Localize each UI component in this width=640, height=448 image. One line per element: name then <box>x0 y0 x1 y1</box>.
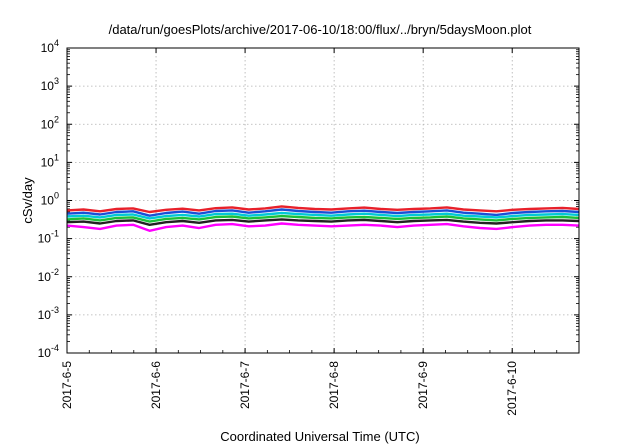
plot-frame <box>66 47 580 354</box>
y-tick-label: 100 <box>41 191 59 208</box>
x-tick-label: 2017-6-7 <box>238 361 252 409</box>
y-tick-label: 102 <box>41 114 59 131</box>
x-tick-label: 2017-6-5 <box>60 361 74 409</box>
y-tick-label: 10-3 <box>38 305 59 322</box>
y-tick-label: 10-1 <box>38 229 59 246</box>
y-tick-label: 101 <box>41 152 59 169</box>
series-line-2 <box>66 208 580 217</box>
series-line-1 <box>66 205 580 214</box>
x-tick-label: 2017-6-6 <box>149 361 163 409</box>
x-tick-label: 2017-6-10 <box>505 361 519 416</box>
x-tick-label: 2017-6-9 <box>416 361 430 409</box>
y-axis-label: cSv/day <box>20 177 35 224</box>
series-line-3 <box>66 211 580 220</box>
x-tick-label: 2017-6-8 <box>327 361 341 409</box>
y-tick-label: 10-2 <box>38 267 59 284</box>
series-line-4 <box>66 214 580 223</box>
x-axis-label: Coordinated Universal Time (UTC) <box>220 429 420 444</box>
series-line-5 <box>66 218 580 227</box>
y-tick-label: 10-4 <box>38 343 59 360</box>
chart-title: /data/run/goesPlots/archive/2017-06-10/1… <box>108 22 532 37</box>
series-line-6 <box>66 222 580 233</box>
y-tick-label: 103 <box>41 76 59 93</box>
y-tick-label: 104 <box>41 38 59 55</box>
